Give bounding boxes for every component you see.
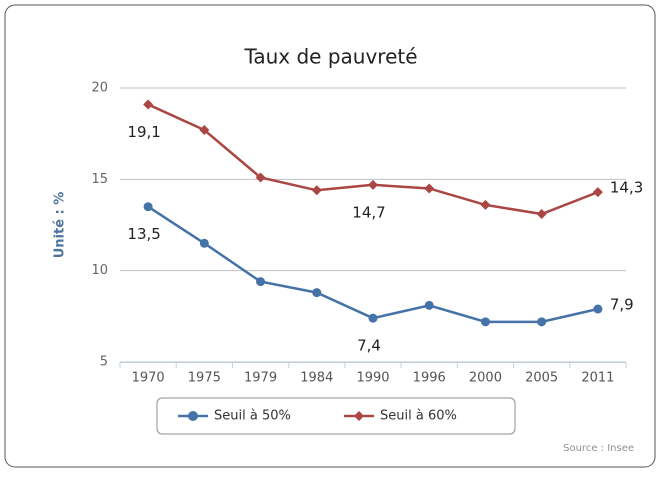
point <box>424 183 435 194</box>
point <box>537 317 547 327</box>
data-label: 14,7 <box>352 203 385 221</box>
x-tick-label: 1970 <box>132 371 165 386</box>
y-tick-label: 15 <box>91 172 108 187</box>
point <box>536 209 547 220</box>
point <box>312 288 322 298</box>
point <box>480 317 490 327</box>
legend-marker <box>188 411 198 421</box>
data-label: 19,1 <box>127 123 160 141</box>
point <box>143 202 153 212</box>
x-tick-label: 2011 <box>581 371 614 386</box>
legend-box <box>156 397 516 435</box>
legend-label: Seuil à 60% <box>380 409 457 424</box>
point <box>255 172 266 183</box>
x-tick-label: 1979 <box>244 371 277 386</box>
legend-label: Seuil à 50% <box>214 409 291 424</box>
x-tick-label: 1996 <box>413 371 446 386</box>
data-label: 7,4 <box>357 337 381 355</box>
y-tick-label: 10 <box>91 263 108 278</box>
point <box>592 187 603 198</box>
source: Source : Insee <box>563 443 634 454</box>
point <box>256 277 266 287</box>
point <box>311 185 322 196</box>
x-tick-label: 1984 <box>300 371 333 386</box>
point <box>368 179 378 190</box>
frame <box>4 4 656 468</box>
x-tick-label: 1975 <box>188 371 221 386</box>
point <box>480 199 491 210</box>
data-label: 13,5 <box>127 225 160 243</box>
y-tick-label: 20 <box>91 81 108 96</box>
x-tick-label: 1990 <box>356 371 389 386</box>
y-axis-label: Unité : % <box>53 192 68 259</box>
x-tick-label: 2005 <box>525 371 558 386</box>
x-tick-label: 2000 <box>469 371 502 386</box>
point <box>199 125 210 136</box>
y-tick-label: 5 <box>100 355 108 370</box>
data-label: 14,3 <box>610 179 643 197</box>
point <box>593 304 603 314</box>
point <box>199 238 209 248</box>
chart-title: Taux de pauvreté <box>243 45 417 69</box>
point <box>143 99 154 110</box>
legend-marker <box>354 411 364 421</box>
data-label: 7,9 <box>610 296 634 314</box>
point <box>368 313 378 323</box>
point <box>424 300 434 310</box>
